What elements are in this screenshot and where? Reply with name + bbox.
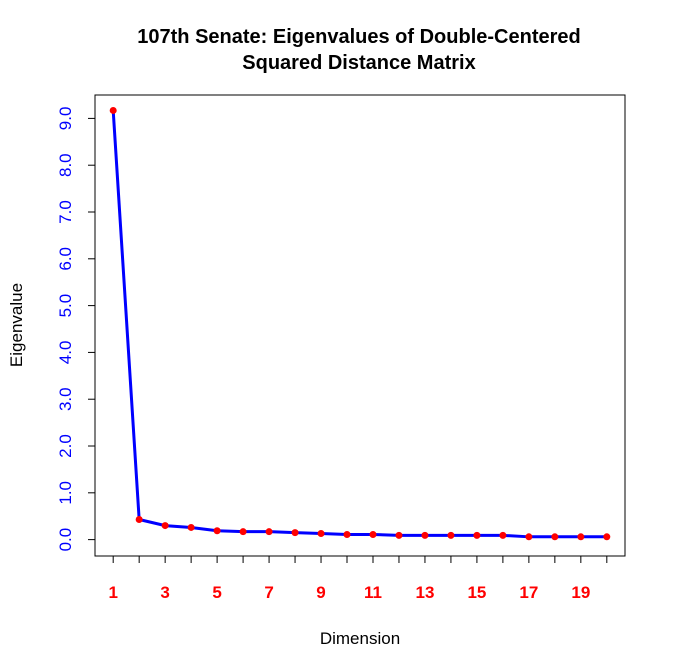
y-tick-label: 3.0 (56, 387, 75, 411)
data-point (499, 531, 507, 539)
data-point (551, 533, 559, 541)
data-point (343, 530, 351, 538)
x-tick-label: 17 (519, 583, 538, 602)
data-point (213, 527, 221, 535)
y-tick-label: 0.0 (56, 528, 75, 552)
data-point (447, 531, 455, 539)
data-point (109, 106, 117, 114)
chart-title: 107th Senate: Eigenvalues of Double-Cent… (137, 26, 580, 48)
data-point (577, 533, 585, 541)
x-tick-label: 15 (467, 583, 486, 602)
x-tick-label: 3 (160, 583, 169, 602)
data-point (187, 523, 195, 531)
y-tick-label: 9.0 (56, 107, 75, 131)
y-axis-label: Eigenvalue (7, 283, 26, 367)
data-point (395, 531, 403, 539)
x-tick-label: 11 (364, 583, 382, 602)
data-point (473, 531, 481, 539)
series (109, 106, 611, 541)
x-axis-label: Dimension (320, 629, 400, 648)
data-point (603, 533, 611, 541)
x-axis: 1 3 5 7 9 11 13 15 17 19 (108, 555, 608, 602)
x-tick-label: 19 (571, 583, 590, 602)
x-tick-label: 9 (316, 583, 325, 602)
data-point (369, 530, 377, 538)
y-tick-label: 8.0 (56, 153, 75, 177)
plot-box (94, 94, 626, 557)
data-point (421, 531, 429, 539)
y-tick-label: 1.0 (56, 481, 75, 505)
data-point (291, 529, 299, 537)
series-line (111, 110, 607, 539)
x-tick-label: 13 (415, 583, 434, 602)
data-point (265, 528, 273, 536)
data-point (135, 515, 143, 523)
y-tick-label: 4.0 (56, 341, 75, 365)
data-point (525, 533, 533, 541)
x-tick-label: 1 (108, 583, 117, 602)
y-tick-label: 5.0 (56, 294, 75, 318)
x-tick-label: 5 (212, 583, 221, 602)
y-tick-label: 7.0 (56, 200, 75, 224)
data-point (317, 530, 325, 538)
data-point (239, 528, 247, 536)
y-axis: 0.0 1.0 2.0 3.0 4.0 5.0 6.0 7.0 8.0 9.0 (56, 107, 96, 552)
data-point (161, 522, 169, 530)
x-tick-label: 7 (264, 583, 273, 602)
chart-subtitle: Squared Distance Matrix (242, 52, 475, 74)
y-tick-label: 6.0 (56, 247, 75, 271)
y-tick-label: 2.0 (56, 434, 75, 458)
